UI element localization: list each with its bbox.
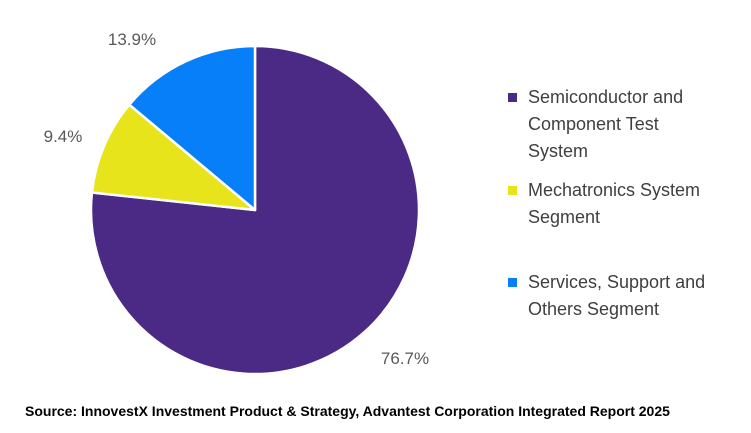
source-note: Source: InnovestX Investment Product & S…	[25, 403, 670, 419]
legend-item-services: Services, Support and Others Segment	[508, 269, 705, 323]
pie-label-semiconductor: 76.7%	[380, 349, 430, 368]
legend-item-semiconductor: Semiconductor and Component Test System	[508, 84, 683, 165]
legend-marker-services	[508, 278, 517, 287]
pie-label-services: 13.9%	[107, 30, 157, 49]
pie-label-mechatronics: 9.4%	[43, 127, 83, 146]
legend-label-mechatronics: Mechatronics System Segment	[528, 180, 701, 227]
legend-marker-semiconductor	[508, 93, 517, 102]
legend-marker-mechatronics	[508, 186, 517, 195]
legend-label-services: Services, Support and Others Segment	[528, 272, 706, 319]
legend-item-mechatronics: Mechatronics System Segment	[508, 177, 700, 231]
legend-label-semiconductor: Semiconductor and Component Test System	[528, 87, 684, 161]
